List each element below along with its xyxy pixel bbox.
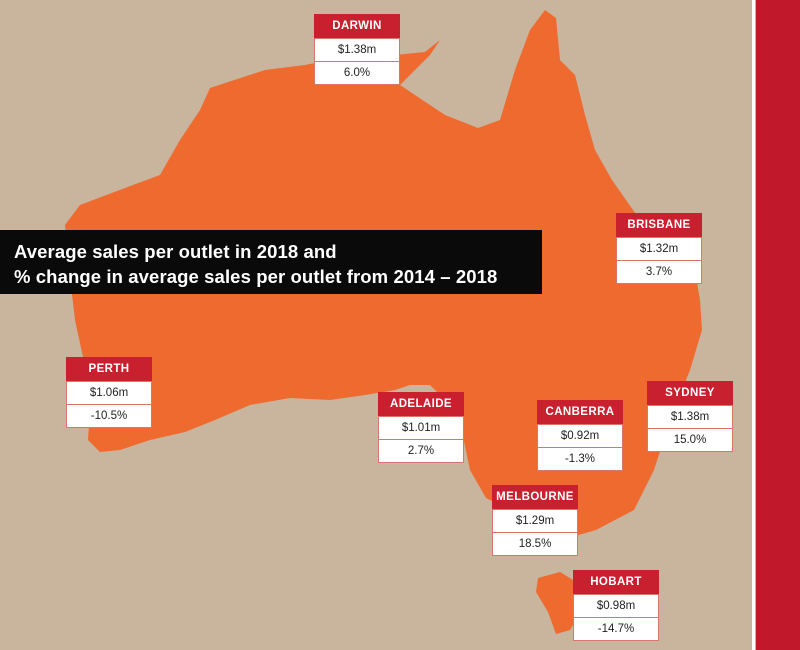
city-sales: $0.98m [573, 594, 659, 618]
city-card-hobart: HOBART $0.98m -14.7% [573, 570, 659, 641]
city-change: 15.0% [647, 429, 733, 452]
city-change: 6.0% [314, 62, 400, 85]
city-name: PERTH [66, 357, 152, 381]
city-card-adelaide: ADELAIDE $1.01m 2.7% [378, 392, 464, 463]
side-accent-bar [756, 0, 800, 650]
city-name: MELBOURNE [492, 485, 578, 509]
city-card-melbourne: MELBOURNE $1.29m 18.5% [492, 485, 578, 556]
city-name: BRISBANE [616, 213, 702, 237]
city-card-canberra: CANBERRA $0.92m -1.3% [537, 400, 623, 471]
city-change: 2.7% [378, 440, 464, 463]
city-name: CANBERRA [537, 400, 623, 424]
city-name: SYDNEY [647, 381, 733, 405]
city-change: -10.5% [66, 405, 152, 428]
city-sales: $1.32m [616, 237, 702, 261]
city-name: HOBART [573, 570, 659, 594]
city-sales: $1.01m [378, 416, 464, 440]
city-change: 18.5% [492, 533, 578, 556]
city-card-brisbane: BRISBANE $1.32m 3.7% [616, 213, 702, 284]
city-name: DARWIN [314, 14, 400, 38]
title-line-1: Average sales per outlet in 2018 and [14, 241, 337, 262]
city-change: 3.7% [616, 261, 702, 284]
tasmania-island [536, 572, 585, 634]
city-card-sydney: SYDNEY $1.38m 15.0% [647, 381, 733, 452]
side-stripe [752, 0, 755, 650]
city-sales: $1.38m [647, 405, 733, 429]
city-card-darwin: DARWIN $1.38m 6.0% [314, 14, 400, 85]
city-sales: $1.06m [66, 381, 152, 405]
title-line-2: % change in average sales per outlet fro… [14, 266, 498, 287]
city-sales: $1.29m [492, 509, 578, 533]
city-change: -1.3% [537, 448, 623, 471]
city-sales: $1.38m [314, 38, 400, 62]
city-name: ADELAIDE [378, 392, 464, 416]
city-sales: $0.92m [537, 424, 623, 448]
city-card-perth: PERTH $1.06m -10.5% [66, 357, 152, 428]
map-title: Average sales per outlet in 2018 and % c… [0, 230, 542, 294]
city-change: -14.7% [573, 618, 659, 641]
